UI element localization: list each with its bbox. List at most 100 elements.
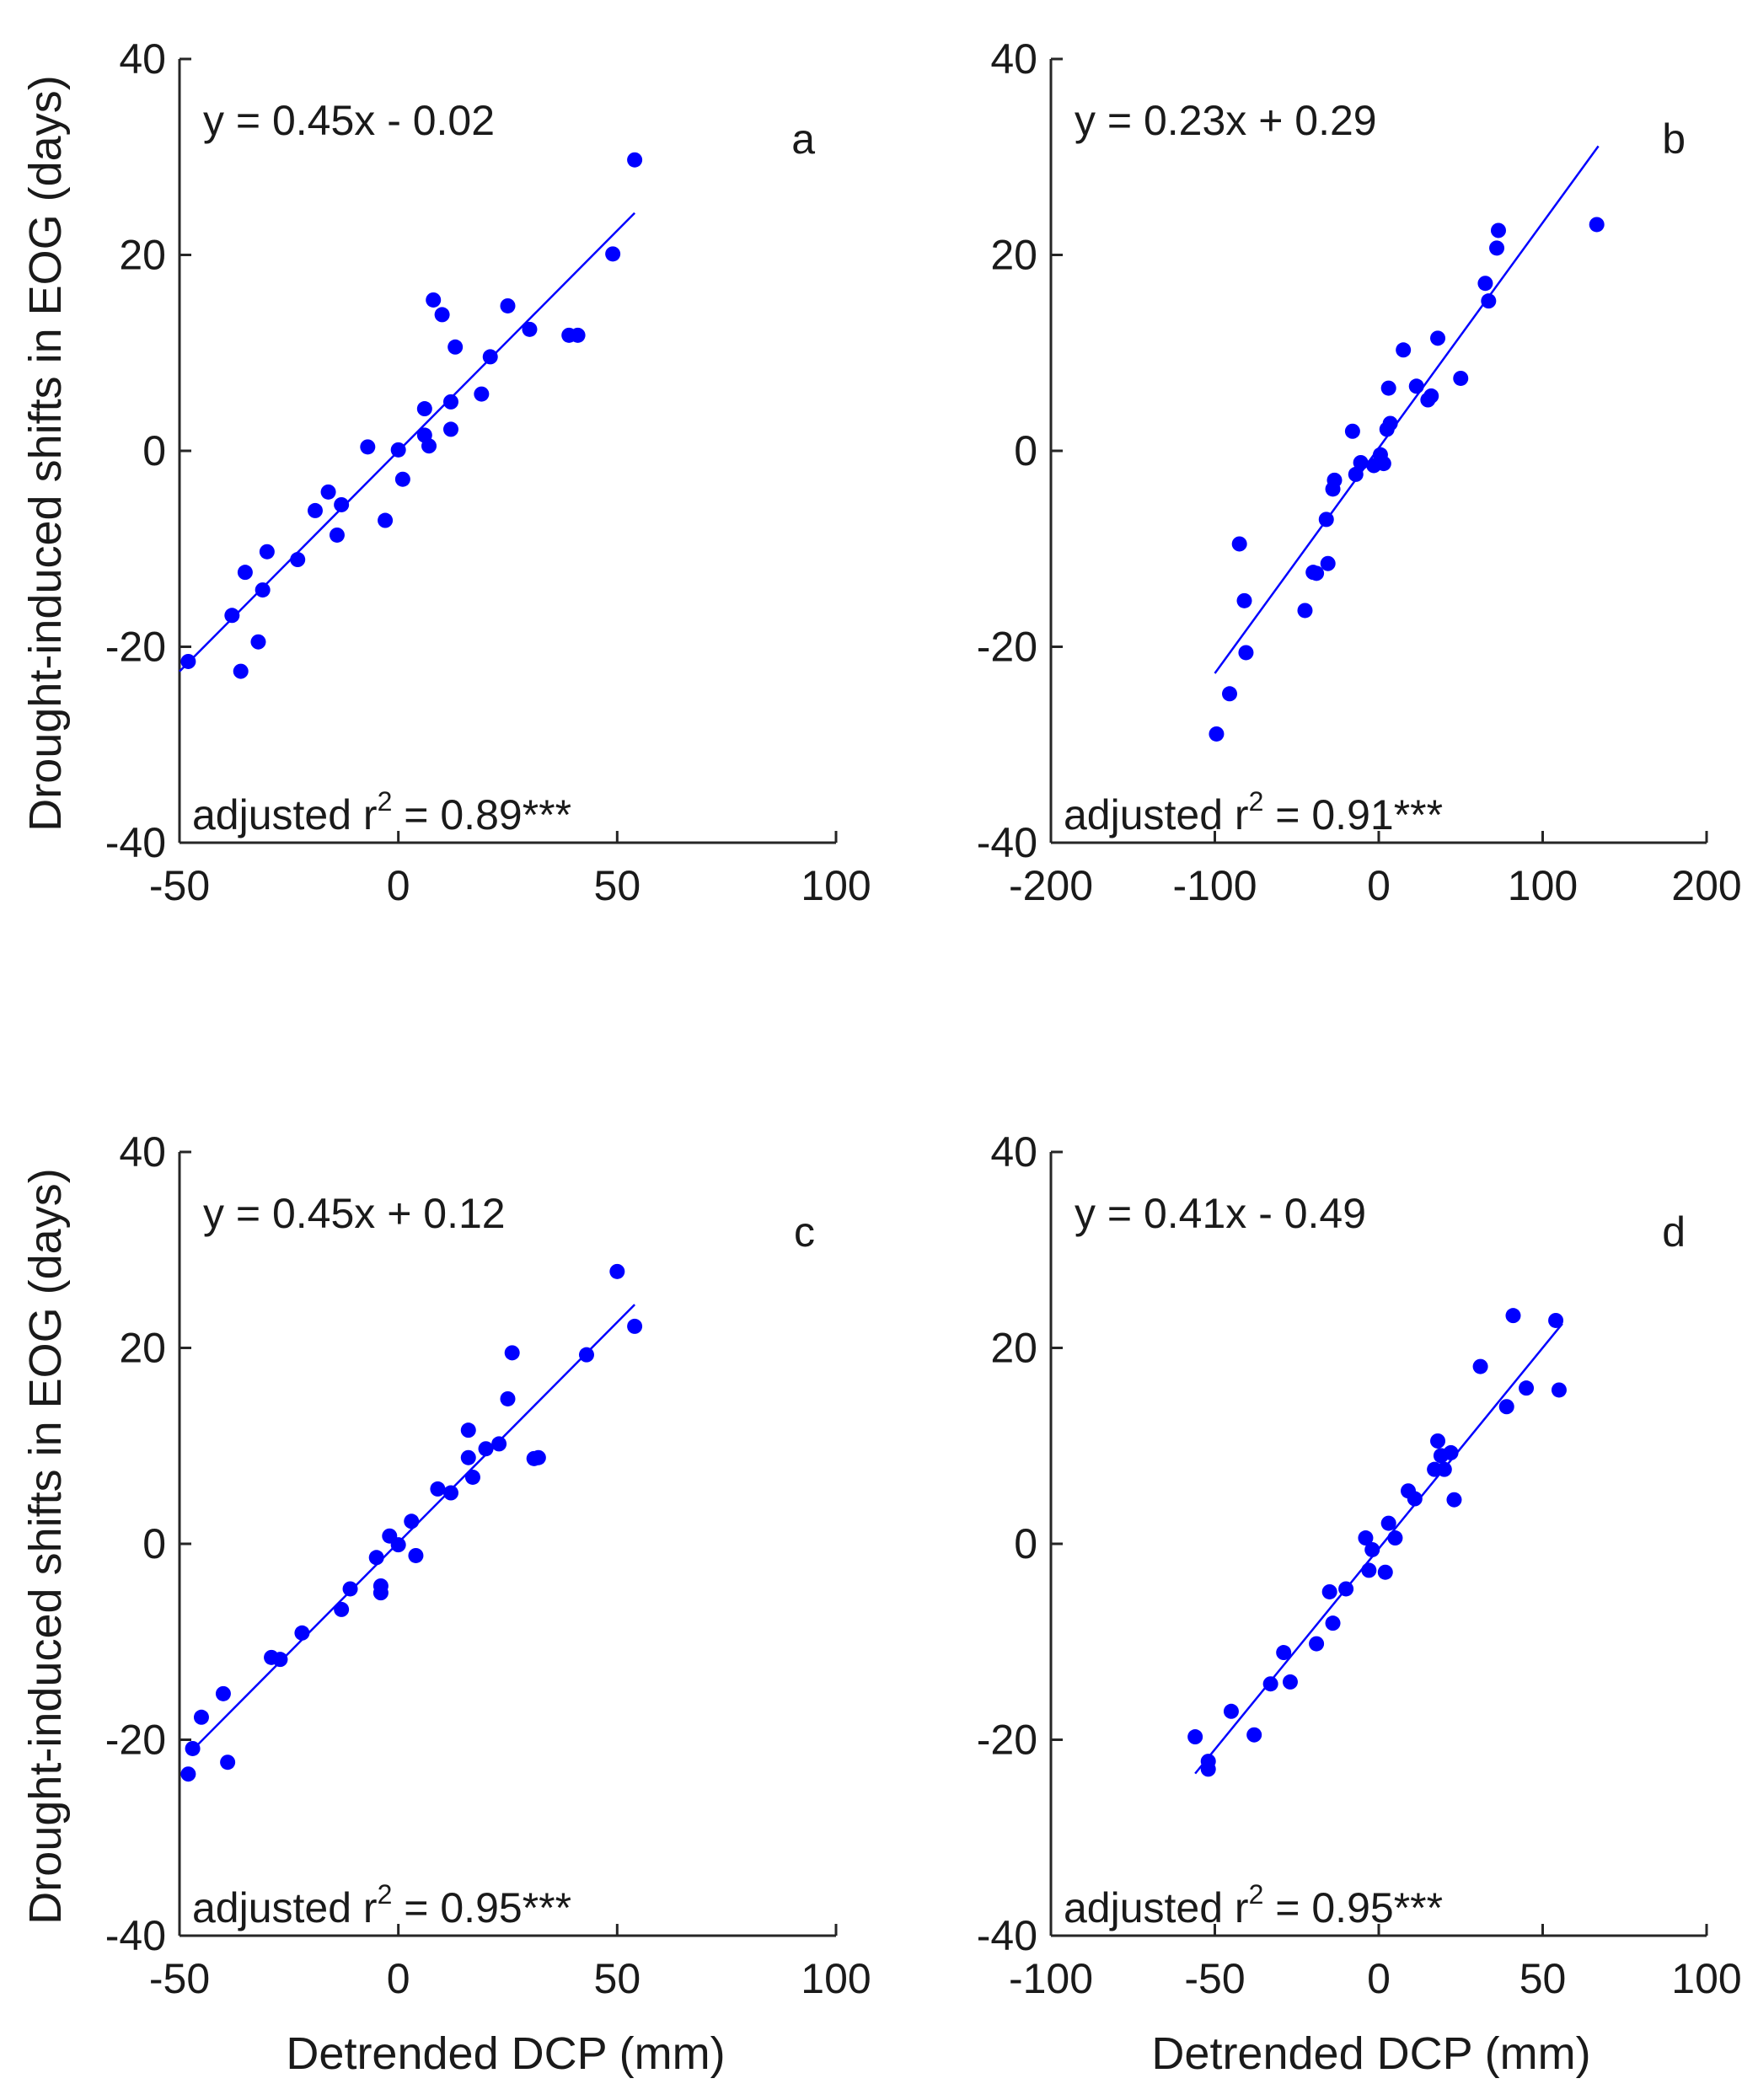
data-point (1408, 378, 1424, 394)
panel-d: 40 20 0 -20 -40-100 -50 0 50 100 y = 0.41x - 0.49… (977, 1128, 1742, 2002)
data-point (1377, 1564, 1393, 1580)
x-tick-label: 50 (1519, 1955, 1567, 2002)
data-point (1453, 370, 1469, 386)
data-point (220, 1754, 236, 1771)
data-point (250, 634, 266, 650)
panel-letter: b (1662, 115, 1686, 163)
data-point (360, 439, 376, 455)
x-axis-title-left: Detrended DCP (mm) (286, 2028, 725, 2079)
y-tick-label: 0 (1014, 1520, 1037, 1567)
data-point (1589, 217, 1605, 233)
data-point (233, 663, 249, 679)
data-point (1489, 240, 1505, 256)
data-point (570, 327, 586, 343)
y-tick-label: 40 (119, 35, 166, 83)
y-tick-label: 0 (142, 427, 166, 474)
regression-equation: y = 0.45x - 0.02 (203, 97, 495, 144)
data-point (605, 246, 621, 262)
y-tick-label: 40 (119, 1128, 166, 1176)
y-axis-title-bottom: Drought-induced shifts in EOG (days) (20, 1168, 71, 1924)
data-point (1551, 1382, 1567, 1398)
data-point (390, 1537, 406, 1553)
data-point (1477, 276, 1493, 292)
y-tick-label: -40 (977, 819, 1037, 866)
y-tick-label: -20 (977, 624, 1037, 671)
y-tick-label: 40 (990, 1128, 1037, 1176)
y-tick-label: -40 (105, 1912, 166, 1959)
data-point (378, 512, 394, 528)
r2-value: = 0.91*** (1263, 791, 1443, 838)
data-point (272, 1652, 288, 1668)
data-point (478, 1441, 494, 1457)
data-point (1490, 222, 1506, 238)
data-point (1380, 1515, 1396, 1531)
regression-equation: y = 0.45x + 0.12 (203, 1190, 506, 1237)
data-point (474, 386, 490, 402)
data-point (464, 1469, 480, 1485)
data-point (1519, 1380, 1535, 1396)
data-point (504, 1345, 520, 1361)
x-tick-label: -50 (1184, 1955, 1245, 2002)
data-point (1236, 592, 1252, 608)
data-point (1430, 330, 1446, 346)
data-point (290, 552, 306, 568)
x-tick-label: 100 (1671, 1955, 1741, 2002)
data-point (320, 484, 336, 500)
data-point (307, 502, 323, 518)
data-point (259, 544, 275, 560)
data-point (215, 1685, 231, 1701)
y-axis-title-top: Drought-induced shifts in EOG (days) (20, 75, 71, 831)
panel-letter: a (791, 115, 815, 163)
data-point (1446, 1492, 1462, 1508)
data-point (334, 1601, 350, 1617)
r2-superscript: 2 (1249, 786, 1264, 817)
data-point (1246, 1727, 1262, 1743)
data-point (1309, 565, 1325, 581)
data-point (416, 401, 432, 417)
data-point (1358, 1530, 1374, 1546)
panel-a: 40 20 0 -20 -40-50 0 50 100 y = 0.45x - 0.02 a adj… (105, 35, 871, 909)
r2-prefix: adjusted r (1064, 1884, 1249, 1931)
x-tick-label: 0 (387, 862, 410, 909)
data-point (1387, 1530, 1403, 1546)
data-point (1481, 293, 1497, 309)
data-point (368, 1550, 384, 1566)
y-tick-label: -20 (105, 624, 166, 671)
data-point (224, 608, 240, 624)
data-point (442, 1485, 458, 1501)
data-point (500, 297, 516, 313)
panel-c: 40 20 0 -20 -40-50 0 50 100 y = 0.45x + 0.12 c adj… (105, 1128, 871, 2002)
y-tick-label: 0 (142, 1520, 166, 1567)
r2-value: = 0.89*** (392, 791, 571, 838)
r2-superscript: 2 (1249, 1879, 1264, 1910)
data-point (426, 292, 442, 308)
x-axis-title-right: Detrended DCP (mm) (1151, 2028, 1590, 2079)
data-point (1348, 466, 1364, 482)
adjusted-r2: adjusted r2 = 0.89*** (192, 786, 571, 838)
adjusted-r2: adjusted r2 = 0.95*** (192, 1879, 571, 1931)
data-point (1407, 1491, 1423, 1507)
x-tick-label: 50 (594, 862, 641, 909)
data-point (180, 1766, 196, 1782)
x-tick-label: 200 (1671, 862, 1741, 909)
x-tick-label: 100 (1508, 862, 1578, 909)
r2-superscript: 2 (378, 1879, 393, 1910)
data-point (1353, 454, 1369, 470)
x-tick-label: -100 (1172, 862, 1257, 909)
data-point (1361, 1562, 1377, 1578)
x-tick-label: -50 (149, 1955, 210, 2002)
data-point (1318, 512, 1334, 528)
data-point (1380, 380, 1396, 396)
data-point (1238, 645, 1254, 661)
data-point (1327, 472, 1343, 488)
r2-value: = 0.95*** (392, 1884, 571, 1931)
data-point (1375, 456, 1391, 472)
data-point (1200, 1761, 1216, 1777)
data-point (491, 1436, 507, 1452)
x-tick-label: 0 (387, 1955, 410, 2002)
panel-letter: d (1662, 1208, 1686, 1256)
data-point (1423, 388, 1439, 404)
data-point (193, 1709, 209, 1725)
